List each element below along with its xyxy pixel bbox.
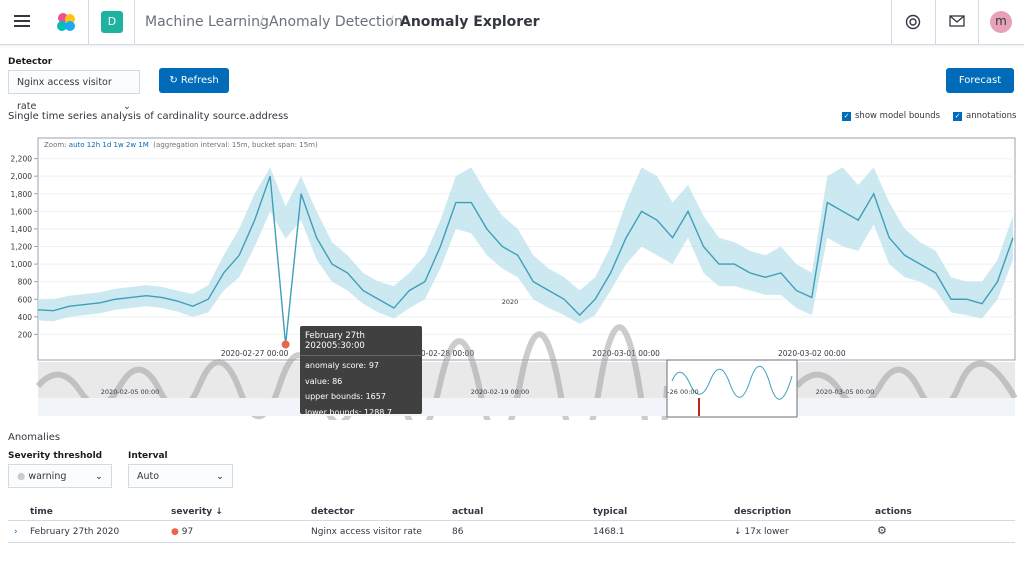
tooltip-label: upper bounds: xyxy=(305,392,364,401)
space-badge[interactable]: D xyxy=(101,11,123,33)
refresh-text: Refresh xyxy=(180,75,219,86)
zoom-option[interactable]: 1M xyxy=(138,141,149,149)
cell: February 27th 2020 xyxy=(30,527,120,537)
y-tick-label: 1,600 xyxy=(11,207,33,216)
tooltip-title: February 27th 2020 xyxy=(305,331,365,351)
zoom-option[interactable]: 1d xyxy=(102,141,112,149)
y-tick-label: 2,200 xyxy=(11,155,33,164)
overview-label: 2020-02-05 00:00 xyxy=(101,388,160,396)
anomaly-marker xyxy=(281,340,290,349)
zoom-option[interactable]: 12h xyxy=(86,141,101,149)
column-header: actions xyxy=(875,507,912,517)
refresh-button[interactable]: ↻ Refresh xyxy=(159,68,229,93)
tooltip-row: upper bounds: 1657 xyxy=(305,389,417,405)
severity-value: warning xyxy=(28,471,67,482)
avatar[interactable]: m xyxy=(990,11,1012,33)
y-tick-label: 600 xyxy=(18,295,33,304)
tooltip-value: 1657 xyxy=(365,392,386,401)
toggle[interactable]: ✓ annotations xyxy=(953,111,1017,121)
expand-row[interactable]: › xyxy=(14,527,18,537)
y-tick-label: 1,000 xyxy=(11,260,33,269)
column-header-text: severity xyxy=(171,507,213,517)
cell: 1468.1 xyxy=(593,527,625,537)
value-line xyxy=(37,175,1014,345)
column-header[interactable]: description xyxy=(734,507,792,517)
header: D Machine Learning / Anomaly Detection /… xyxy=(0,0,1024,45)
breadcrumb: Anomaly Explorer xyxy=(400,14,540,30)
overview-label: 2020-02-19 00:00 xyxy=(471,388,530,396)
chart-title: Single time series analysis of cardinali… xyxy=(8,111,289,122)
logo[interactable] xyxy=(55,11,77,33)
y-tick-label: 400 xyxy=(18,313,33,322)
tooltip-value: 86 xyxy=(332,376,343,386)
menu-icon[interactable] xyxy=(14,14,30,28)
anomalies-title: Anomalies xyxy=(8,432,61,443)
tooltip-value: 1288.7 xyxy=(364,407,393,417)
x-tick-label: 2020-03-02 00:00 xyxy=(778,349,846,358)
model-bounds xyxy=(38,167,1013,324)
severity-label: Severity threshold xyxy=(8,451,103,461)
y-tick-label: 1,400 xyxy=(11,225,33,234)
mail-icon[interactable] xyxy=(949,15,965,28)
tooltip-time: 05:30:00 xyxy=(326,341,365,351)
breadcrumb[interactable]: Machine Learning xyxy=(145,14,269,30)
overview-label: 2020-03-05 00:00 xyxy=(816,388,875,396)
chart: 200 400 600 800 1,000 1,200 1,400 1,600 1,800 2,0… xyxy=(11,137,1018,420)
detector-value: Nginx access visitor rate xyxy=(17,77,112,112)
toggle-label: show model bounds xyxy=(855,111,941,121)
column-header[interactable]: typical xyxy=(593,507,628,517)
tooltip-row: anomaly score: 97 xyxy=(305,358,417,374)
zoom-label: Zoom: xyxy=(44,141,67,149)
cell: ● 97 xyxy=(171,527,194,537)
tooltip-row: lower bounds: 1288.7 xyxy=(305,405,417,421)
cell: Nginx access visitor rate xyxy=(311,527,422,537)
tooltip-value: 97 xyxy=(368,361,379,370)
interval-value: Auto xyxy=(137,471,160,482)
tooltip-label: value: xyxy=(305,376,330,386)
detector-label: Detector xyxy=(8,57,53,67)
tooltip-label: lower bounds: xyxy=(305,407,362,417)
zoom-option[interactable]: auto xyxy=(68,141,85,149)
zoom-info: (aggregation interval: 15m, bucket span:… xyxy=(153,141,318,149)
tooltip: February 27th 202005:30:00 anomaly score… xyxy=(300,326,422,417)
zoom-bar: Zoom: auto 12h 1d 1w 2w 1M (aggregation … xyxy=(44,141,318,149)
y-tick-label: 2,000 xyxy=(11,172,33,181)
column-header[interactable]: actual xyxy=(452,507,484,517)
tooltip-row: value: 86 xyxy=(305,374,417,390)
y-tick-label: 1,800 xyxy=(11,190,33,199)
y-tick-label: 200 xyxy=(18,330,33,339)
column-header[interactable]: time xyxy=(30,507,53,517)
overview-label: -26 00:00 xyxy=(667,388,698,396)
severity-select[interactable]: ● warning ⌄ xyxy=(8,464,112,488)
actions-gear[interactable]: ⚙ xyxy=(877,524,887,537)
column-header[interactable]: severity ↓ xyxy=(171,507,223,517)
x-tick-label: 2020-03-01 00:00 xyxy=(592,349,660,358)
x-tick-label: 2020-02-27 00:00 xyxy=(221,349,289,358)
breadcrumb[interactable]: Anomaly Detection xyxy=(269,14,403,30)
interval-label: Interval xyxy=(128,451,168,461)
help-icon[interactable] xyxy=(905,14,921,30)
x-tick-label: 2020-02-28 00:00 xyxy=(407,349,475,358)
cell: 86 xyxy=(452,527,464,537)
zoom-option[interactable]: 1w xyxy=(113,141,124,149)
cell-text: 97 xyxy=(181,527,194,537)
y-tick-label: 800 xyxy=(18,278,33,287)
detector-select[interactable]: Nginx access visitor rate ⌄ xyxy=(8,70,140,112)
column-header[interactable]: detector xyxy=(311,507,355,517)
tooltip-label: anomaly score: xyxy=(305,361,367,370)
toggle[interactable]: ✓ show model bounds xyxy=(842,111,941,121)
toggle-label: annotations xyxy=(966,111,1017,121)
forecast-button[interactable]: Forecast xyxy=(946,68,1014,93)
cell-text: 17x lower xyxy=(744,527,789,537)
annotation: 2020 xyxy=(502,298,519,306)
zoom-option[interactable]: 2w xyxy=(125,141,137,149)
cell: ↓ 17x lower xyxy=(734,527,789,537)
y-tick-label: 1,200 xyxy=(11,243,33,252)
interval-select[interactable]: Auto ⌄ xyxy=(128,464,233,488)
